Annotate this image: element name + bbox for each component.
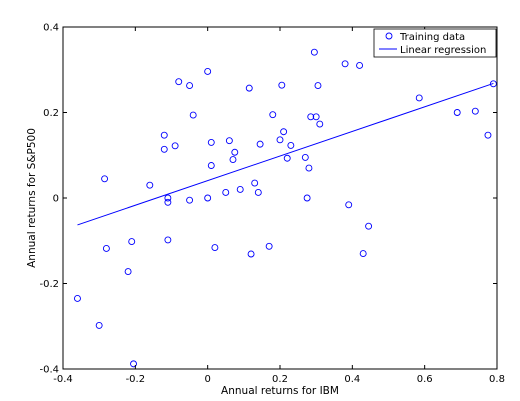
data-point: [303, 194, 311, 202]
x-axis-label: Annual returns for IBM: [221, 385, 339, 397]
data-points-group: [74, 48, 497, 368]
data-point: [415, 94, 423, 102]
y-tick-label: -0.4: [39, 365, 59, 376]
legend-box: [373, 28, 497, 58]
x-tick-label: 0.8: [489, 374, 505, 385]
data-point: [280, 128, 288, 136]
x-tick-label: -0.2: [126, 374, 146, 385]
data-point: [102, 244, 110, 252]
legend-label-training-data: Training data: [399, 32, 465, 43]
y-axis-ticks: -0.4 -0.2 0 0.2 0.4: [39, 23, 497, 376]
data-point: [484, 131, 492, 139]
data-point: [251, 179, 259, 187]
y-tick-label: 0.2: [43, 108, 59, 119]
data-point: [186, 82, 194, 90]
data-point: [269, 111, 277, 119]
x-tick-label: -0.4: [53, 374, 73, 385]
data-point: [278, 81, 286, 89]
data-point: [356, 62, 364, 69]
data-point: [146, 181, 154, 189]
x-tick-label: 0.6: [417, 374, 433, 385]
data-point: [307, 113, 315, 121]
data-point: [171, 142, 179, 150]
data-point: [245, 84, 253, 92]
data-point: [175, 78, 183, 86]
data-point: [301, 153, 309, 161]
legend-marker-training-data: [385, 32, 393, 40]
data-point: [489, 80, 497, 88]
y-tick-label: 0.4: [43, 23, 59, 34]
data-point: [207, 138, 215, 146]
data-point: [287, 141, 295, 149]
data-point: [276, 136, 284, 144]
data-point: [222, 188, 230, 196]
data-point: [283, 154, 291, 162]
data-point: [314, 82, 322, 90]
data-point: [160, 131, 168, 139]
data-point: [164, 236, 172, 244]
data-point: [101, 175, 109, 183]
y-tick-label: -0.2: [39, 279, 59, 290]
data-point: [130, 360, 137, 368]
data-point: [189, 111, 197, 119]
data-point: [453, 109, 461, 116]
data-point: [186, 196, 194, 204]
data-point: [316, 120, 324, 128]
x-tick-label: 0.4: [344, 374, 360, 385]
data-point: [164, 198, 172, 206]
data-point: [160, 145, 168, 153]
data-point: [236, 185, 244, 193]
data-point: [265, 242, 273, 250]
data-point: [204, 68, 212, 75]
x-tick-label: 0.2: [272, 374, 288, 385]
data-point: [345, 201, 353, 209]
data-point: [341, 60, 349, 68]
data-point: [128, 238, 136, 246]
data-point: [211, 244, 219, 252]
regression-line: [77, 82, 494, 226]
y-tick-label: 0: [53, 194, 59, 205]
data-point: [207, 162, 215, 169]
data-point: [124, 268, 132, 275]
x-tick-label: 0: [204, 374, 210, 385]
data-point: [164, 194, 172, 202]
data-point: [74, 295, 81, 302]
data-point: [256, 140, 264, 148]
data-point: [365, 222, 373, 230]
data-point: [254, 188, 262, 196]
plot-area: [63, 27, 497, 369]
data-point: [471, 107, 479, 115]
data-point: [225, 137, 233, 145]
legend-label-linear-regression: Linear regression: [400, 45, 486, 56]
data-point: [310, 48, 318, 56]
data-point: [312, 113, 320, 121]
data-point: [305, 164, 313, 172]
legend: Training data Linear regression: [373, 28, 497, 58]
data-point: [229, 156, 237, 163]
x-axis-ticks: -0.4 -0.2 0 0.2 0.4 0.6 0.8: [53, 27, 505, 385]
data-point: [231, 148, 239, 156]
data-point: [95, 321, 103, 329]
data-point: [247, 250, 255, 258]
data-point: [204, 194, 212, 202]
data-point: [359, 250, 367, 258]
y-axis-label: Annual returns for S&P500: [26, 128, 38, 268]
regression-line-group: [77, 82, 494, 226]
